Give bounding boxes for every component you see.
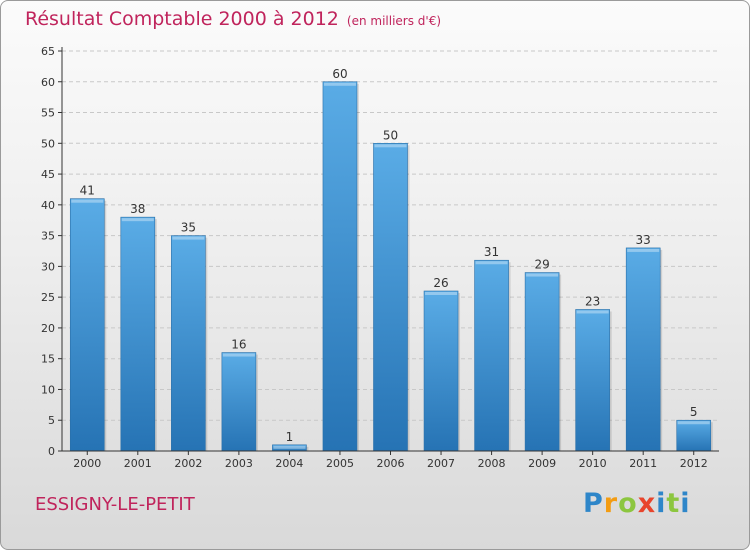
y-tick-label: 20 xyxy=(41,322,55,335)
value-label-2010: 23 xyxy=(585,294,600,308)
value-label-2002: 35 xyxy=(181,221,196,235)
y-tick-label: 15 xyxy=(41,353,55,366)
x-tick-label-2005: 2005 xyxy=(326,457,354,470)
y-tick-label: 5 xyxy=(48,414,55,427)
bar-2000 xyxy=(69,198,105,452)
bar-highlight xyxy=(71,199,104,203)
x-tick-label-2007: 2007 xyxy=(427,457,455,470)
bar-2010 xyxy=(575,309,610,452)
y-tick-label: 65 xyxy=(41,45,55,58)
bar-2002 xyxy=(171,235,206,452)
place-name: ESSIGNY-LE-PETIT xyxy=(35,494,195,515)
bar-2012 xyxy=(676,419,712,452)
bars: 41 38 35 16 1 60 50 26 31 29 23 33 5 xyxy=(69,67,713,452)
x-tick-label-2010: 2010 xyxy=(579,457,607,470)
value-label-2006: 50 xyxy=(383,128,398,142)
bar-2011 xyxy=(625,247,661,452)
bar-highlight xyxy=(273,445,306,449)
bar-highlight xyxy=(425,292,458,295)
proxiti-logo: Proxiti xyxy=(583,488,691,519)
x-tick-label-2000: 2000 xyxy=(73,457,101,470)
value-label-2011: 33 xyxy=(636,233,651,247)
bar-highlight xyxy=(374,144,407,148)
value-label-2003: 16 xyxy=(231,338,246,352)
bar-highlight xyxy=(172,236,205,240)
value-label-2008: 31 xyxy=(484,245,499,259)
bar-2001 xyxy=(120,216,156,452)
bar-2008 xyxy=(474,259,509,452)
chart-subtitle: (en milliers d'€) xyxy=(346,14,442,28)
bar-highlight xyxy=(526,273,559,277)
chart-title-block: Résultat Comptable 2000 à 2012 (en millie… xyxy=(25,8,441,30)
x-tick-label-2012: 2012 xyxy=(680,457,708,470)
bar-2005 xyxy=(322,81,358,452)
x-tick-label-2008: 2008 xyxy=(478,457,506,470)
y-tick-label: 50 xyxy=(41,137,55,150)
logo-letter: o xyxy=(618,488,638,519)
bar-highlight xyxy=(121,218,154,222)
bar-2006 xyxy=(373,143,408,452)
logo-letter: x xyxy=(637,488,657,519)
x-tick-label-2001: 2001 xyxy=(124,457,152,470)
value-label-2009: 29 xyxy=(534,258,549,272)
y-tick-label: 10 xyxy=(41,383,55,396)
y-tick-label: 35 xyxy=(41,230,55,243)
y-tick-label: 0 xyxy=(48,445,55,458)
y-tick-label: 30 xyxy=(41,260,55,273)
value-label-2007: 26 xyxy=(433,276,448,290)
bar-2009 xyxy=(524,272,560,452)
y-tick-label: 25 xyxy=(41,291,55,304)
bar-2003 xyxy=(221,352,257,452)
logo-letter: r xyxy=(603,488,619,519)
bar-highlight xyxy=(627,248,660,252)
x-tick-label-2004: 2004 xyxy=(275,457,303,470)
value-label-2005: 60 xyxy=(332,67,347,81)
value-label-2004: 1 xyxy=(286,430,294,444)
logo-letter: t xyxy=(666,488,681,519)
bar-highlight xyxy=(677,421,710,425)
bar-highlight xyxy=(475,261,508,265)
value-label-2012: 5 xyxy=(690,405,698,419)
logo-letter: i xyxy=(656,488,667,519)
bar-2007 xyxy=(423,290,459,452)
x-tick-label-2009: 2009 xyxy=(528,457,556,470)
x-tick-label-2002: 2002 xyxy=(174,457,202,470)
bar-highlight xyxy=(576,310,609,314)
bar-highlight xyxy=(222,353,255,357)
x-tick-label-2006: 2006 xyxy=(377,457,405,470)
bar-highlight xyxy=(323,82,356,86)
y-tick-label: 40 xyxy=(41,199,55,212)
chart-title: Résultat Comptable 2000 à 2012 xyxy=(25,8,339,30)
value-label-2001: 38 xyxy=(130,202,145,216)
y-tick-label: 45 xyxy=(41,168,55,181)
logo-letter: i xyxy=(680,488,691,519)
x-tick-label-2011: 2011 xyxy=(629,457,657,470)
logo-letter: P xyxy=(583,488,604,519)
value-label-2000: 41 xyxy=(80,184,95,198)
y-tick-label: 55 xyxy=(41,107,55,120)
y-tick-label: 60 xyxy=(41,76,55,89)
x-tick-label-2003: 2003 xyxy=(225,457,253,470)
